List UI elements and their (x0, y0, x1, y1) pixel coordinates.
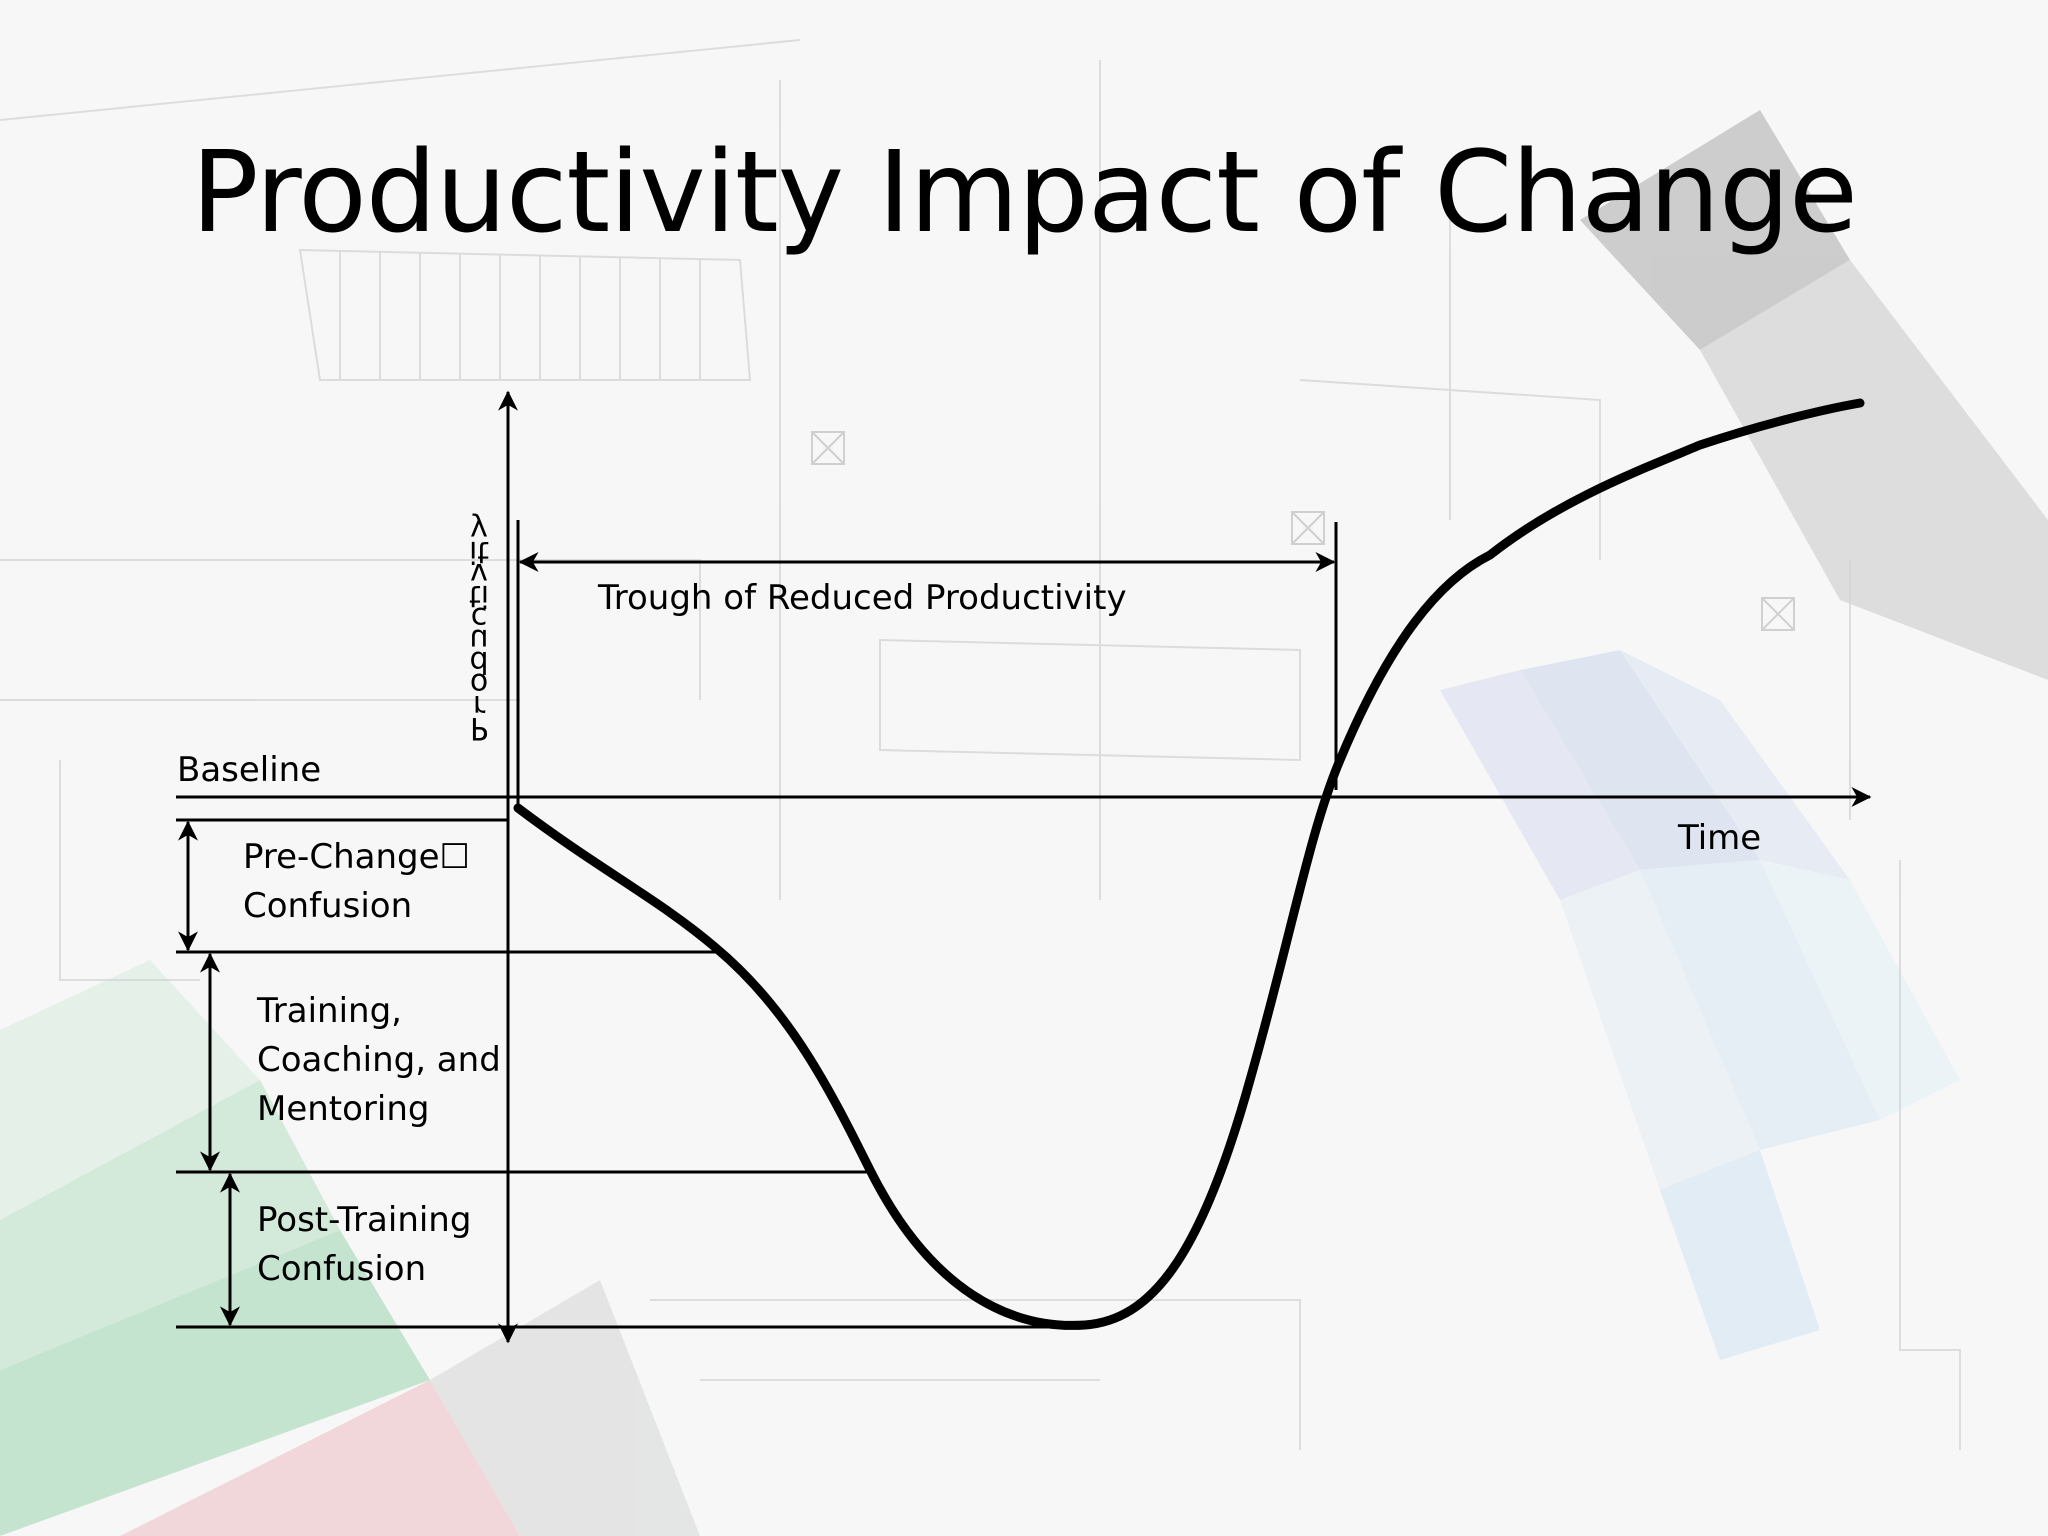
pre-change-label: Pre-Change☐ Confusion (243, 833, 470, 931)
training-line3: Mentoring (257, 1089, 430, 1129)
baseline-label: Baseline (177, 750, 322, 790)
pre-change-glyph: ☐ (439, 837, 470, 877)
training-label: Training, Coaching, and Mentoring (257, 987, 501, 1134)
post-training-label: Post-Training Confusion (257, 1196, 471, 1294)
post-training-line2: Confusion (257, 1249, 427, 1289)
trough-label: Trough of Reduced Productivity (598, 578, 1127, 618)
pre-change-line2: Confusion (243, 886, 413, 926)
post-training-line1: Post-Training (257, 1200, 472, 1240)
productivity-curve (513, 398, 1865, 1330)
training-line1: Training, (257, 991, 402, 1031)
slide-title: Productivity Impact of Change (191, 128, 1858, 258)
training-line2: Coaching, and (257, 1040, 501, 1080)
time-axis-label: Time (1678, 818, 1762, 858)
y-axis-label: Productivity (468, 512, 490, 745)
pre-change-line1: Pre-Change (243, 837, 440, 877)
